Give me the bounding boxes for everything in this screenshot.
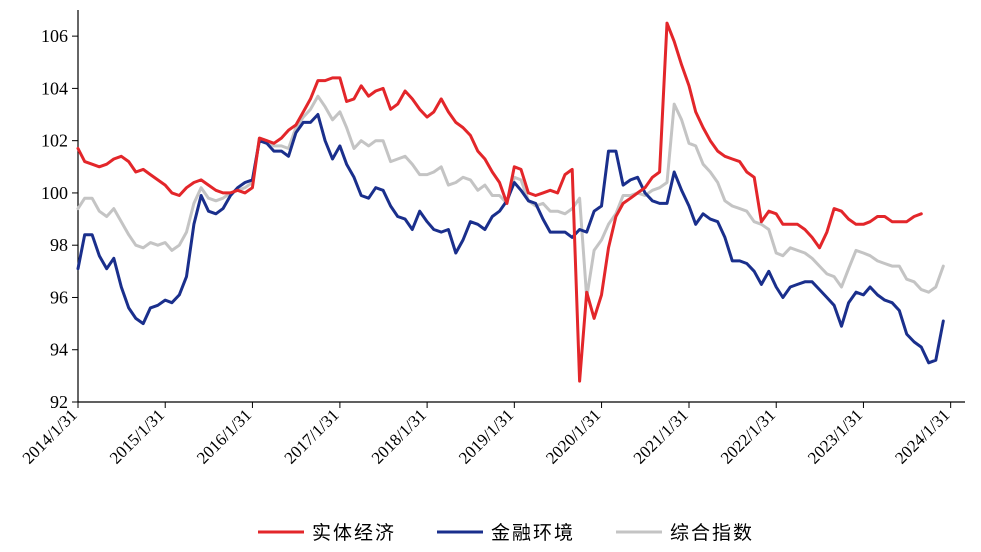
y-tick-label: 98 [50, 235, 68, 255]
y-tick-label: 104 [41, 78, 68, 98]
x-tick-label: 2014/1/31 [19, 405, 81, 467]
series-line-0 [76, 21, 923, 383]
series-line-2 [76, 94, 945, 299]
y-tick-label: 92 [50, 392, 68, 412]
y-tick-label: 94 [50, 340, 68, 360]
x-tick-label: 2019/1/31 [455, 405, 517, 467]
legend-label-0: 实体经济 [312, 522, 396, 544]
x-tick-label: 2016/1/31 [193, 405, 255, 467]
x-tick-label: 2018/1/31 [368, 405, 430, 467]
x-tick-label: 2020/1/31 [542, 405, 604, 467]
x-tick-label: 2024/1/31 [891, 405, 953, 467]
legend-label-1: 金融环境 [491, 522, 575, 544]
x-tick-label: 2021/1/31 [630, 405, 692, 467]
legend: 实体经济 金融环境 综合指数 [258, 522, 754, 544]
series-layer [76, 21, 945, 383]
x-tick-label: 2023/1/31 [804, 405, 866, 467]
y-tick-label: 96 [50, 287, 68, 307]
legend-label-2: 综合指数 [670, 522, 754, 544]
x-tick-label: 2017/1/31 [281, 405, 343, 467]
y-tick-label: 100 [41, 183, 68, 203]
x-tick-label: 2022/1/31 [717, 405, 779, 467]
y-tick-label: 102 [41, 131, 68, 151]
x-tick-label: 2015/1/31 [106, 405, 168, 467]
y-tick-label: 106 [41, 26, 68, 46]
